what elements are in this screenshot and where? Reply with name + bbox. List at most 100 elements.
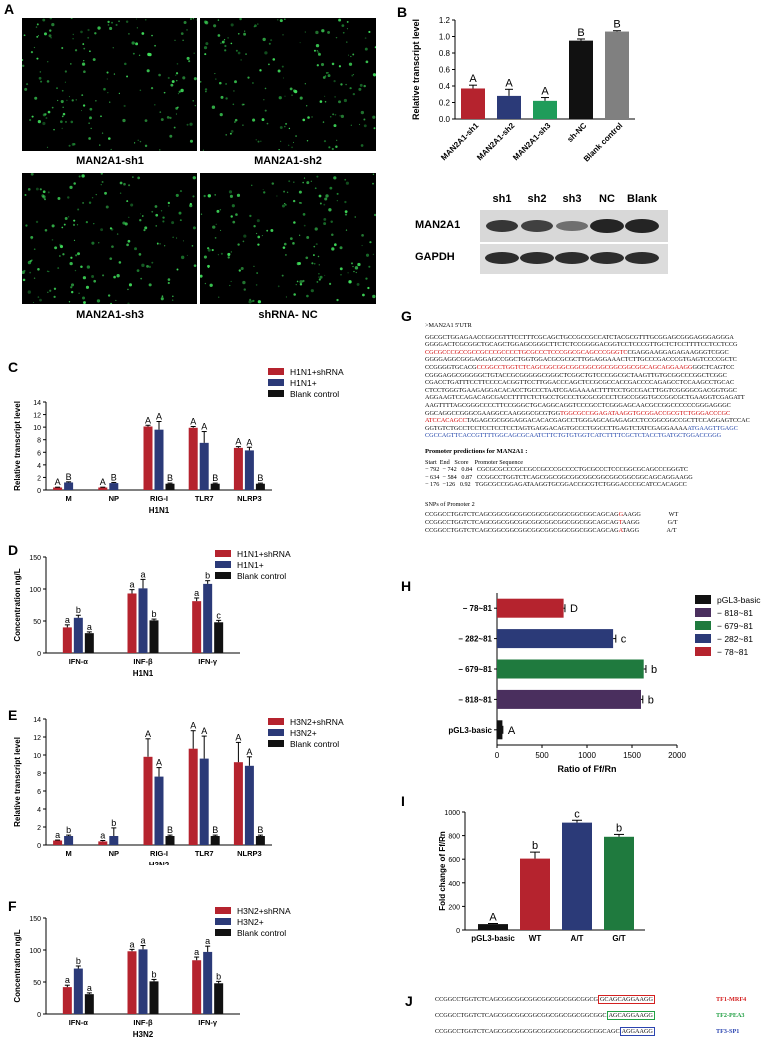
legend-swatch (268, 379, 284, 386)
x-tick-label: WT (529, 934, 542, 943)
legend-swatch (215, 907, 231, 914)
sequence-line: GGGGAGGCGGGAGGAGCCGGCTGGTGGACGCGCGCTTGGA… (425, 356, 775, 364)
sequence-line: GGCGCTGGAGAACCGGCGTTTCCTTTCGCAGCTGCCGCCG… (425, 334, 775, 342)
significance-label: A (145, 415, 151, 425)
y-tick-label: 2 (37, 825, 41, 832)
y-tick-label: 1000 (444, 810, 460, 817)
significance-label: a (129, 580, 134, 590)
bar (199, 442, 209, 490)
legend-label: − 679~81 (717, 621, 753, 631)
significance-label: a (65, 615, 70, 625)
y-tick-label: 2 (37, 475, 41, 482)
significance-label: a (140, 569, 145, 579)
bar (233, 762, 243, 845)
bar (203, 583, 213, 653)
x-tick-label: sh-NC (565, 121, 588, 144)
legend-swatch (215, 929, 231, 936)
chart-h: 0 500 1000 1500 2000 Ratio of Ff/Rn D − 78~81 c −… (448, 593, 761, 774)
sequence-line: CGCGCCCGCCGCCGCCCGCCCCTGCGCCCTCCCGGCGCAG… (425, 349, 775, 357)
legend-label: H1N1+ (237, 560, 264, 570)
significance-label: b (532, 840, 538, 852)
significance-label: A (469, 73, 477, 85)
significance-label: A (55, 477, 61, 487)
y-tick-label: 1.0 (439, 33, 451, 42)
significance-label: A (235, 732, 241, 742)
blot-bands-gapdh (485, 252, 659, 264)
legend-swatch (268, 368, 284, 375)
significance-label: A (100, 477, 106, 487)
significance-label: b (616, 822, 622, 834)
bar (255, 483, 265, 490)
legend-swatch (695, 634, 711, 643)
panel-letter-j: J (405, 993, 413, 1009)
y-tick-label: 200 (448, 904, 460, 911)
legend-swatch (268, 729, 284, 736)
legend-swatch (215, 550, 231, 557)
y-tick-label: 150 (29, 555, 41, 562)
significance-label: B (66, 472, 72, 482)
bar (214, 983, 224, 1014)
promoter-row: − 792 − 742 0.84 CGCGCGCCCGCCGCCGCCCGCCC… (425, 466, 688, 474)
y-tick-label: 800 (448, 834, 460, 841)
sequence-segment: CCGGGGTGCACG (425, 363, 477, 371)
significance-label: A (489, 912, 497, 924)
y-axis-label: Relative transcript level (411, 19, 421, 120)
bar (497, 629, 614, 649)
tf-label: TF3-SP1 (716, 1028, 740, 1035)
legend-label: Blank control (237, 928, 286, 938)
bar (497, 598, 564, 618)
sequence-segment: AAGTTTTAGCGGGCCCCTTCCGGGCTGCAGGCAGGTCCCG… (425, 401, 731, 409)
sequence-segment: CGGGAGGCGGGGGCTGTACCGCGGGGGCGGGCTCGGCTGT… (425, 371, 727, 379)
western-blot: sh1 sh2 sh3 NC Blank MAN2A1 GAPDH (415, 193, 668, 274)
bar (188, 427, 198, 490)
sequence-segment: GGCTCAGTCC (692, 363, 735, 371)
legend-swatch (215, 918, 231, 925)
significance-label: B (257, 473, 263, 483)
legend-label: H3N2+shRNA (290, 717, 344, 727)
significance-label: A (201, 422, 207, 432)
binding-site-box: GCAGCAGGAAGG (597, 995, 655, 1004)
bar (188, 748, 198, 845)
bar (64, 482, 74, 490)
significance-label: B (613, 19, 620, 31)
bar (154, 429, 164, 490)
binding-site-box: AGCAGGAAGG (606, 1011, 655, 1020)
significance-label: a (129, 939, 134, 949)
y-tick-label: 10 (33, 425, 41, 432)
bar (497, 95, 521, 119)
sequence-segment: GGGGACTCGCGGCTGCAGCTGGAGCGGGCTTCTCTCCGGG… (425, 341, 738, 349)
bar (210, 836, 220, 845)
significance-label: a (205, 936, 210, 946)
snp-table: CCGGCCTGGTCTCAGCGGCGGCGGCGGCGGCGGCGGCGGC… (425, 511, 775, 534)
x-tick-label: NP (109, 494, 119, 503)
significance-label: B (167, 825, 173, 835)
bar (64, 836, 74, 845)
bar (203, 951, 213, 1014)
x-axis-label: H3N2 (133, 1030, 154, 1039)
x-tick-label: INF-β (133, 657, 153, 666)
legend-swatch (695, 608, 711, 617)
blot-row-2: GAPDH (415, 251, 455, 263)
bar (73, 617, 83, 653)
promoter-row: − 176 −126 0.92 TGGCGCCGGAGATAAGGTGCGGAC… (425, 481, 687, 489)
sequence-line: AGGAAGTCCAGACAGCGACCTTTTCTCTGCCTGCCCTGCG… (425, 394, 775, 402)
sequence-segment: GGTGTCTGCCTCCTCCTCCTCCTAGTGAGGACAGTGCCCT… (425, 424, 688, 432)
promoter-table: Start End Score Promoter Sequence − 792 −… (425, 459, 775, 489)
legend-swatch (695, 595, 711, 604)
y-tick-label: 0 (37, 488, 41, 495)
sequence-segment: TGGCGCCGGAGATAAGGTGCGGACCGCGTCTGGGACCCGC (560, 409, 731, 417)
x-tick-label: IFN-γ (198, 1018, 218, 1027)
x-axis-label: Ratio of Ff/Rn (558, 764, 617, 774)
x-tick-label: NP (109, 849, 119, 858)
legend-label: − 818~81 (717, 608, 753, 618)
significance-label: b (216, 971, 221, 981)
sequence-segment: ATCCACAGCC (425, 417, 467, 425)
y-tick-label: 6 (37, 789, 41, 796)
blot-row-1: MAN2A1 (415, 219, 460, 231)
significance-label: B (577, 27, 584, 39)
y-tick-label: 100 (29, 948, 41, 955)
significance-label: A (190, 417, 196, 427)
snp-row: CCGGCCTGGTCTCAGCGGCGGCGGCGGCGGCGGCGGCGGC… (425, 519, 678, 527)
x-tick-label: 1000 (578, 751, 596, 760)
